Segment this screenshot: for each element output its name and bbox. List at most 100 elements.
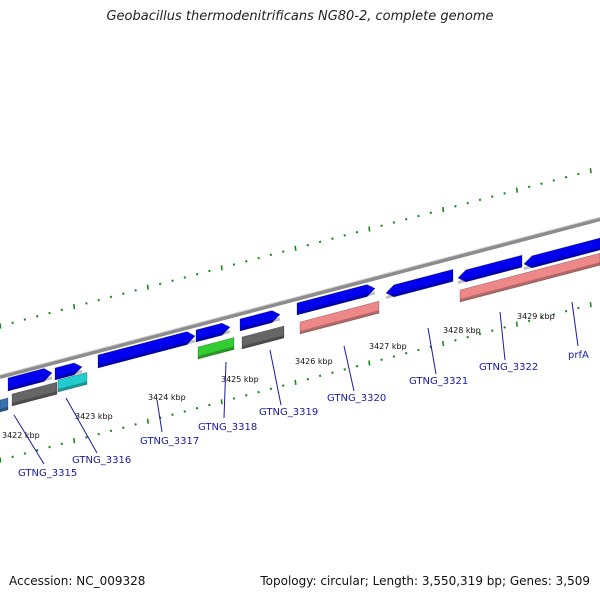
- outer-tick-mark: [343, 234, 346, 237]
- gene-arrow: [296, 284, 376, 316]
- outer-tick-mark: [208, 269, 211, 273]
- inner-tick-mark: [171, 413, 174, 416]
- gene-arrow: [54, 362, 83, 381]
- gene-label-gtng-3315[interactable]: GTNG_3315: [18, 468, 77, 479]
- inner-tick-mark: [527, 319, 531, 323]
- callout-line: [13, 414, 45, 465]
- gene-block-shade: [198, 346, 234, 359]
- inner-tick-mark: [466, 335, 469, 339]
- outer-tick-mark: [466, 201, 469, 205]
- inner-tick-mark: [195, 406, 199, 410]
- outer-tick-mark: [306, 243, 310, 247]
- outer-tick-mark: [318, 240, 322, 244]
- gene-block: [57, 372, 88, 393]
- gene-block-shade: [12, 391, 57, 406]
- gene-arrow: [239, 310, 281, 332]
- gene-block-shade: [300, 310, 379, 334]
- outer-tick-mark: [331, 237, 334, 240]
- outer-tick-mark: [171, 279, 174, 282]
- inner-tick-mark: [208, 403, 211, 407]
- inner-tick-mark: [97, 432, 100, 436]
- inner-tick-mark: [232, 397, 236, 400]
- inner-tick-mark: [503, 326, 506, 329]
- backbone-line: [0, 217, 600, 379]
- inner-tick-mark: [380, 358, 383, 361]
- gene-block: [0, 397, 9, 413]
- inner-tick-mark: [73, 438, 76, 444]
- callout-line: [499, 311, 506, 361]
- gene-block: [459, 252, 600, 303]
- gene-label-gtng-3316[interactable]: GTNG_3316: [72, 455, 131, 466]
- outer-tick-mark: [527, 185, 531, 189]
- outer-tick-mark: [232, 263, 236, 266]
- map-title: Geobacillus thermodenitrificans NG80-2, …: [106, 9, 494, 24]
- inner-tick-mark: [404, 351, 408, 355]
- gene-label-gtng-3318[interactable]: GTNG_3318: [198, 422, 257, 433]
- inner-tick-mark: [343, 368, 346, 371]
- gene-arrow-shade: [458, 264, 522, 284]
- inner-tick-mark: [281, 384, 285, 387]
- outer-tick-mark: [269, 253, 273, 257]
- callout-line: [427, 327, 437, 375]
- scale-label: 3427 kbp: [369, 342, 407, 351]
- scale-label: 3422 kbp: [2, 431, 40, 440]
- outer-tick-mark: [380, 224, 383, 227]
- inner-tick-mark: [0, 457, 2, 463]
- scale-label: 3428 kbp: [443, 326, 481, 335]
- inner-tick-mark: [454, 339, 457, 342]
- outer-tick-mark: [429, 211, 433, 215]
- inner-tick-mark: [257, 390, 260, 394]
- gene-label-prfa[interactable]: prfA: [568, 350, 589, 361]
- scale-label: 3426 kbp: [295, 357, 333, 366]
- inner-tick-mark: [294, 379, 297, 385]
- outer-tick-mark: [158, 282, 162, 286]
- inner-tick-mark: [478, 332, 482, 336]
- inner-tick-mark: [48, 445, 51, 449]
- outer-tick-mark: [220, 265, 223, 271]
- gene-features: [0, 237, 600, 413]
- gene-label-gtng-3322[interactable]: GTNG_3322: [479, 362, 538, 373]
- gene-label-gtng-3320[interactable]: GTNG_3320: [327, 393, 386, 404]
- inner-tick-mark: [368, 360, 371, 366]
- outer-tick-mark: [478, 198, 482, 202]
- tick-tracks: [0, 168, 592, 463]
- gene-block-shade: [58, 381, 87, 392]
- inner-tick-mark: [146, 418, 149, 424]
- gene-block: [299, 300, 380, 335]
- gene-label-gtng-3321[interactable]: GTNG_3321: [409, 376, 468, 387]
- outer-tick-mark: [515, 187, 518, 193]
- genome-summary-text: Topology: circular; Length: 3,550,319 bp…: [260, 574, 590, 588]
- outer-tick-mark: [257, 256, 260, 260]
- gene-label-gtng-3317[interactable]: GTNG_3317: [140, 436, 199, 447]
- inner-tick-mark: [109, 429, 113, 433]
- outer-tick-mark: [392, 221, 396, 224]
- inner-tick-mark: [491, 329, 494, 332]
- callout-line: [65, 397, 98, 454]
- inner-tick-mark: [564, 309, 568, 313]
- outer-tick-mark: [85, 302, 88, 305]
- scale-label: 3423 kbp: [75, 412, 113, 421]
- inner-tick-mark: [220, 399, 223, 405]
- gene-label-gtng-3319[interactable]: GTNG_3319: [259, 407, 318, 418]
- gene-block: [241, 325, 285, 350]
- outer-tick-mark: [577, 172, 580, 176]
- inner-tick-mark: [11, 455, 14, 459]
- inner-tick-mark: [269, 387, 273, 391]
- inner-tick-mark: [318, 374, 322, 378]
- outer-tick-mark: [146, 284, 149, 290]
- gene-arrow: [7, 368, 53, 392]
- inner-tick-mark: [442, 340, 445, 347]
- inner-tick-mark: [589, 302, 592, 308]
- callout-line: [156, 399, 163, 433]
- outer-tick-mark: [134, 289, 137, 292]
- outer-tick-mark: [48, 311, 51, 315]
- scale-label: 3425 kbp: [221, 375, 259, 384]
- outer-tick-mark: [417, 214, 420, 218]
- outer-tick-mark: [503, 192, 506, 195]
- gene-arrow: [97, 331, 196, 369]
- gene-block-shade: [0, 406, 8, 412]
- gene-arrow: [195, 322, 231, 343]
- inner-tick-mark: [35, 449, 39, 452]
- inner-tick-mark: [85, 436, 88, 439]
